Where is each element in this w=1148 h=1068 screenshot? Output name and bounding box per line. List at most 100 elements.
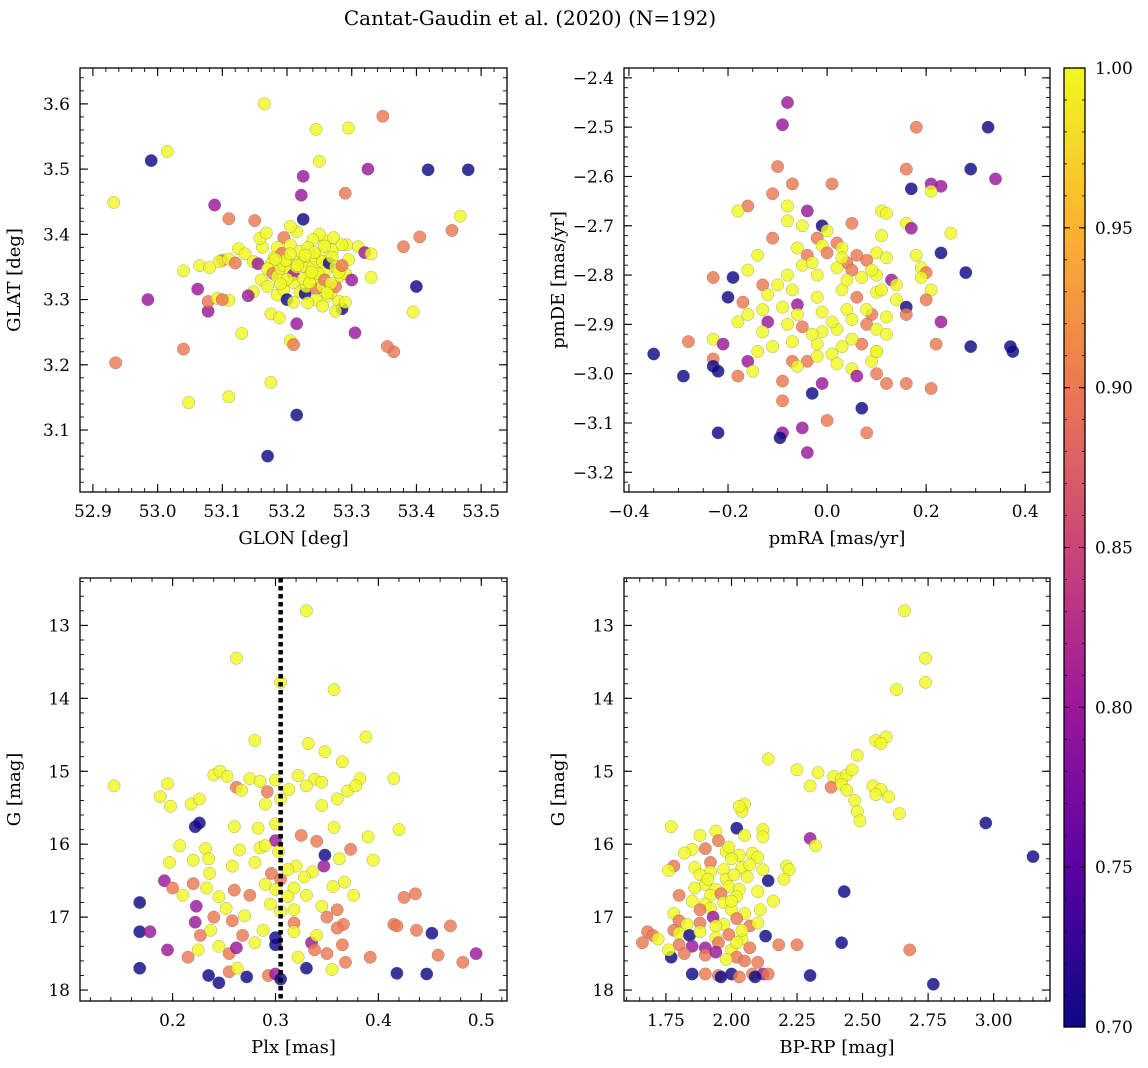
data-point: [318, 239, 331, 253]
data-point: [738, 954, 751, 968]
data-point: [264, 375, 278, 389]
data-point: [850, 748, 864, 762]
data-point: [662, 943, 675, 957]
data-point: [840, 783, 854, 797]
data-point: [791, 241, 804, 255]
y-tick-label: 3.3: [43, 291, 70, 311]
data-point: [800, 204, 814, 218]
data-point: [153, 790, 167, 804]
data-point: [825, 315, 839, 329]
data-point: [202, 852, 216, 866]
data-point: [944, 226, 958, 240]
data-point: [870, 367, 883, 381]
data-point: [904, 221, 918, 235]
data-point: [228, 256, 242, 270]
data-point: [647, 347, 661, 361]
data-point: [772, 938, 786, 952]
data-point: [810, 268, 824, 282]
data-point: [248, 214, 262, 228]
data-point: [339, 955, 352, 969]
data-point: [157, 874, 171, 888]
data-point: [882, 790, 896, 804]
data-point: [461, 163, 475, 177]
y-tick-label: 15: [592, 762, 614, 782]
data-point: [719, 953, 733, 966]
data-point: [163, 856, 176, 869]
data-point: [751, 345, 765, 358]
x-tick-label: 0.0: [814, 502, 841, 522]
data-point: [312, 154, 326, 168]
data-point: [815, 305, 829, 319]
panel-4: 1.75 2.00 2.25 2.50 2.75 3.00 13 14 15 16 17 18 BP-R…: [548, 577, 1051, 1058]
data-point: [192, 792, 206, 806]
data-point: [258, 877, 272, 891]
y-tick-label: 18: [592, 981, 614, 1001]
data-point: [711, 426, 725, 440]
data-point: [364, 270, 378, 284]
data-point: [256, 923, 270, 937]
data-point: [898, 604, 911, 618]
data-point: [1026, 850, 1040, 863]
data-point: [186, 877, 200, 890]
data-point: [366, 853, 380, 867]
data-point: [756, 863, 770, 877]
data-point: [222, 390, 236, 404]
data-point: [777, 872, 791, 886]
data-point: [191, 282, 205, 296]
data-point: [364, 247, 378, 261]
data-point: [133, 896, 147, 909]
data-point: [406, 305, 420, 319]
data-point: [248, 734, 262, 747]
data-point: [776, 118, 789, 132]
data-point: [790, 763, 804, 777]
data-point: [662, 864, 675, 877]
data-point: [181, 950, 195, 964]
data-point: [326, 880, 340, 893]
data-point: [345, 273, 359, 287]
data-point: [282, 783, 296, 796]
data-point: [235, 327, 249, 340]
data-point: [735, 923, 749, 937]
data-point: [248, 856, 262, 869]
data-point: [835, 340, 849, 353]
data-point: [397, 891, 411, 904]
data-point: [320, 286, 334, 300]
data-point: [926, 977, 940, 991]
data-point: [766, 340, 779, 353]
data-point: [236, 929, 250, 942]
data-point: [109, 356, 123, 370]
data-point: [202, 969, 216, 982]
data-point: [238, 909, 252, 923]
data-point: [390, 966, 404, 980]
data-point: [337, 875, 351, 889]
data-point: [335, 259, 349, 272]
data-point: [318, 848, 332, 862]
data-point: [259, 226, 273, 240]
data-point: [725, 852, 738, 866]
colorbar-tick-label: 0.70: [1095, 1018, 1133, 1038]
data-point: [800, 446, 814, 459]
data-point: [349, 779, 363, 793]
data-point: [212, 939, 226, 953]
data-point: [320, 947, 334, 960]
data-point: [335, 238, 349, 252]
data-point: [731, 315, 745, 329]
data-point: [296, 169, 310, 183]
data-point: [840, 273, 854, 287]
data-point: [740, 870, 754, 884]
y-tick-label: 3.6: [43, 95, 70, 115]
colorbar-tick-label: 0.85: [1095, 539, 1133, 559]
data-point: [771, 278, 784, 292]
data-point: [320, 910, 334, 924]
data-point: [188, 915, 202, 929]
x-tick-label: 3.00: [975, 1011, 1013, 1031]
data-point: [290, 259, 304, 272]
data-point: [803, 969, 817, 982]
x-tick-label: 2.25: [778, 1011, 816, 1031]
data-point: [287, 903, 301, 917]
data-point: [253, 775, 267, 788]
y-tick-label: −2.8: [573, 266, 614, 286]
data-point: [820, 246, 834, 260]
data-point: [1006, 345, 1020, 358]
data-point: [227, 883, 241, 897]
